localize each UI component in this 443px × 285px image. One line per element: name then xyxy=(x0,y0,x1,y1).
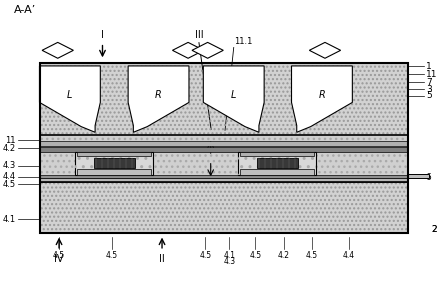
Text: II: II xyxy=(159,254,165,264)
Text: 3: 3 xyxy=(426,85,431,94)
Text: 11: 11 xyxy=(426,70,437,79)
Text: 4.5: 4.5 xyxy=(249,251,261,260)
Text: 4.5: 4.5 xyxy=(306,251,318,260)
Bar xyxy=(40,182,408,233)
Bar xyxy=(77,152,151,156)
Text: III: III xyxy=(194,30,203,40)
Text: 4.1: 4.1 xyxy=(223,251,235,260)
Polygon shape xyxy=(128,66,189,132)
Polygon shape xyxy=(309,42,341,58)
Text: 5: 5 xyxy=(426,91,431,100)
Text: A-A’: A-A’ xyxy=(14,5,36,15)
Text: 4.5: 4.5 xyxy=(53,251,65,260)
Polygon shape xyxy=(203,66,264,132)
Text: 1: 1 xyxy=(426,62,431,71)
Polygon shape xyxy=(192,42,223,58)
Bar xyxy=(40,63,408,135)
Polygon shape xyxy=(291,66,352,132)
Bar xyxy=(94,158,135,168)
Bar xyxy=(75,152,153,175)
Text: 6: 6 xyxy=(426,173,431,182)
Polygon shape xyxy=(42,42,74,58)
Text: 4.5: 4.5 xyxy=(199,251,212,260)
Bar xyxy=(257,158,298,168)
Text: 4.3: 4.3 xyxy=(223,256,235,266)
Text: 2: 2 xyxy=(431,225,437,233)
Polygon shape xyxy=(172,42,204,58)
Text: L: L xyxy=(67,90,73,100)
Text: R: R xyxy=(155,90,162,100)
Text: 11.1: 11.1 xyxy=(234,37,252,46)
Text: 4.1: 4.1 xyxy=(3,215,16,223)
Bar xyxy=(40,63,408,135)
Text: I: I xyxy=(101,30,104,40)
Bar xyxy=(240,152,314,156)
Text: 4.5: 4.5 xyxy=(3,180,16,189)
Bar xyxy=(238,152,316,175)
Text: 4.5: 4.5 xyxy=(106,251,118,260)
Bar xyxy=(40,182,408,233)
Text: IV: IV xyxy=(54,254,64,264)
Text: 4.3: 4.3 xyxy=(2,161,16,170)
Bar xyxy=(40,63,408,233)
Bar xyxy=(40,141,408,146)
Bar xyxy=(40,147,408,152)
Text: 2: 2 xyxy=(431,225,437,233)
Text: 7: 7 xyxy=(426,78,431,87)
Text: 4.2: 4.2 xyxy=(278,251,290,260)
Text: 4.4: 4.4 xyxy=(343,251,355,260)
Text: L: L xyxy=(231,90,237,100)
Bar xyxy=(75,152,153,175)
Text: R: R xyxy=(319,90,325,100)
Bar xyxy=(40,135,408,182)
Bar xyxy=(238,152,316,175)
Bar xyxy=(40,175,408,178)
Bar xyxy=(40,178,408,182)
Text: 4.2: 4.2 xyxy=(3,144,16,153)
Bar xyxy=(240,169,314,175)
Polygon shape xyxy=(39,66,100,132)
Text: 4.4: 4.4 xyxy=(3,172,16,181)
Bar xyxy=(40,135,408,182)
Bar xyxy=(408,174,429,178)
Text: 11: 11 xyxy=(5,136,16,145)
Bar xyxy=(77,169,151,175)
